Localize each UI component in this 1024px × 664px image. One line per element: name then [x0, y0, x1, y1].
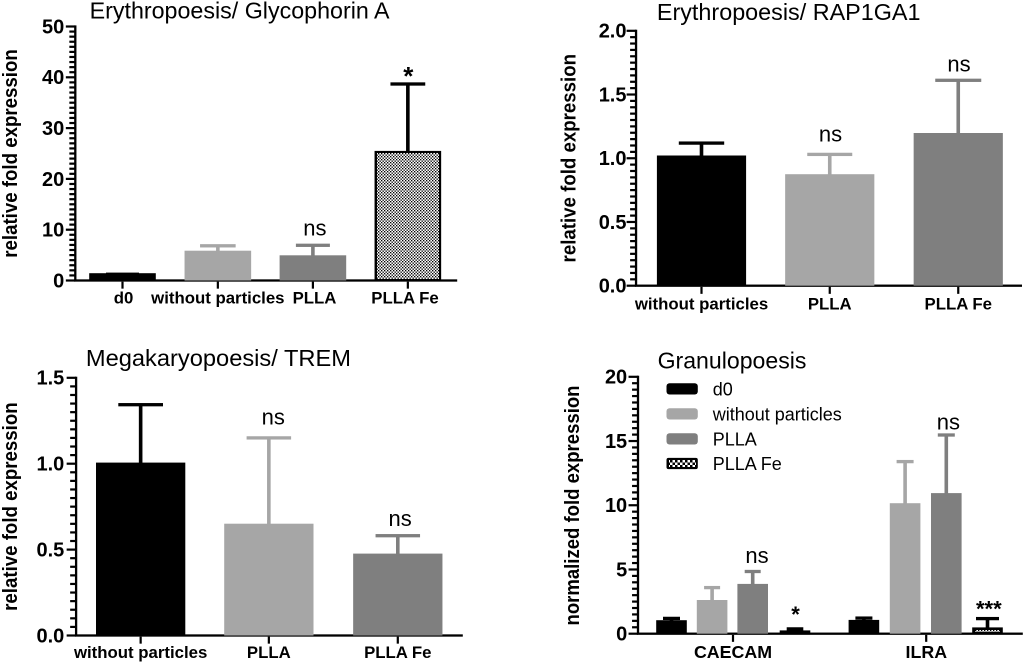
svg-text:normalized fold expression: normalized fold expression	[562, 386, 584, 626]
svg-text:ns: ns	[388, 506, 411, 531]
svg-text:10: 10	[605, 495, 627, 517]
svg-text:Granulopoesis: Granulopoesis	[658, 348, 807, 374]
svg-text:PLLA: PLLA	[713, 430, 757, 450]
svg-text:PLLA Fe: PLLA Fe	[925, 294, 992, 313]
svg-text:***: ***	[976, 597, 1002, 622]
svg-text:1.0: 1.0	[36, 454, 64, 476]
svg-text:Megakaryopoesis/ TREM: Megakaryopoesis/ TREM	[86, 345, 351, 371]
svg-text:0.5: 0.5	[599, 212, 627, 234]
svg-text:5: 5	[616, 559, 627, 581]
svg-text:1.5: 1.5	[36, 368, 64, 390]
svg-text:relative fold expression: relative fold expression	[0, 49, 22, 258]
svg-text:0.5: 0.5	[36, 540, 64, 562]
svg-text:PLLA: PLLA	[247, 643, 291, 662]
svg-text:*: *	[403, 61, 414, 91]
svg-text:10: 10	[42, 220, 64, 242]
svg-text:without particles: without particles	[634, 294, 768, 313]
svg-text:ns: ns	[745, 543, 768, 568]
svg-text:CAECAM: CAECAM	[694, 642, 772, 662]
svg-text:ns: ns	[947, 51, 970, 76]
svg-text:2.0: 2.0	[599, 21, 627, 43]
svg-text:PLLA: PLLA	[808, 294, 852, 313]
svg-text:without particles: without particles	[712, 405, 842, 425]
svg-text:relative fold expression: relative fold expression	[559, 54, 581, 263]
svg-text:d0: d0	[713, 380, 733, 400]
svg-text:PLLA Fe: PLLA Fe	[713, 454, 782, 474]
svg-text:PLLA Fe: PLLA Fe	[364, 643, 431, 662]
svg-text:20: 20	[605, 367, 627, 389]
svg-text:0.0: 0.0	[599, 276, 627, 298]
svg-text:0.0: 0.0	[36, 625, 64, 647]
svg-text:ns: ns	[303, 216, 326, 241]
svg-text:PLLA Fe: PLLA Fe	[371, 289, 438, 308]
svg-text:20: 20	[42, 169, 64, 191]
svg-text:Erythropoesis/ RAP1GA1: Erythropoesis/ RAP1GA1	[657, 0, 921, 25]
svg-text:ns: ns	[262, 405, 285, 430]
svg-text:1.5: 1.5	[599, 84, 627, 106]
svg-text:relative fold expression: relative fold expression	[0, 402, 22, 610]
svg-text:*: *	[791, 602, 800, 627]
svg-text:30: 30	[42, 118, 64, 140]
svg-text:15: 15	[605, 431, 627, 453]
svg-text:40: 40	[42, 67, 64, 89]
svg-text:ns: ns	[819, 122, 842, 147]
svg-text:d0: d0	[114, 289, 134, 308]
svg-text:Erythropoesis/ Glycophorin A: Erythropoesis/ Glycophorin A	[90, 0, 391, 24]
svg-text:ILRA: ILRA	[906, 642, 948, 662]
svg-text:0: 0	[53, 270, 64, 292]
svg-text:0: 0	[616, 624, 627, 646]
svg-text:50: 50	[42, 16, 64, 38]
svg-text:without particles: without particles	[150, 289, 284, 308]
svg-text:PLLA: PLLA	[293, 289, 337, 308]
svg-text:without particles: without particles	[73, 643, 207, 662]
svg-text:1.0: 1.0	[599, 148, 627, 170]
svg-text:ns: ns	[937, 410, 960, 435]
